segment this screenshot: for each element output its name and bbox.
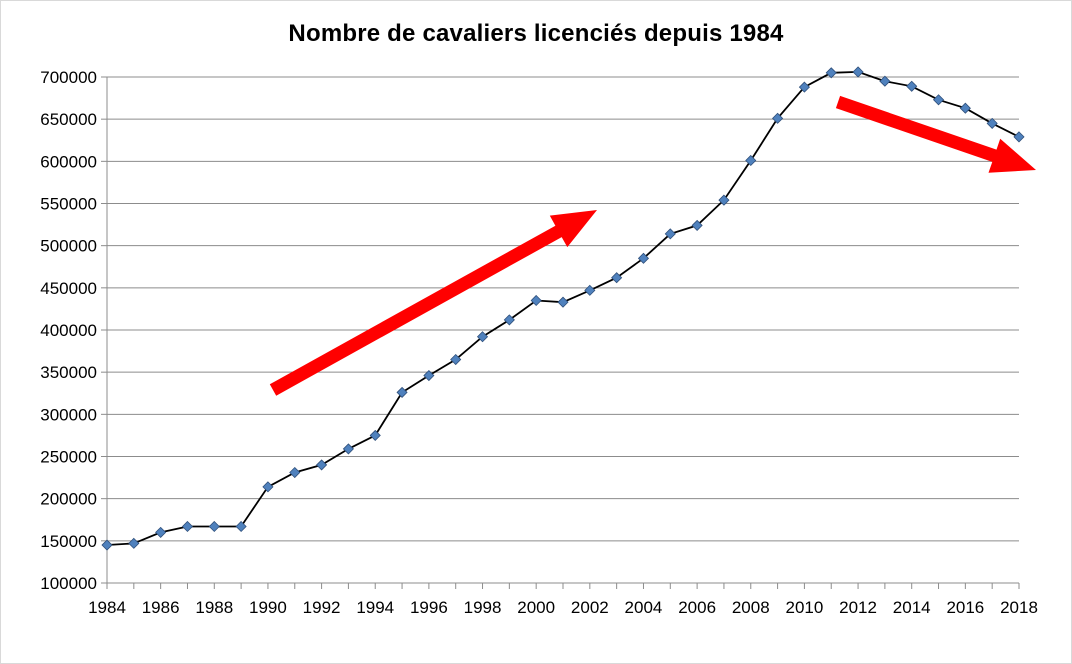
data-point	[396, 386, 408, 398]
data-point	[986, 117, 998, 129]
x-tick-label: 2000	[517, 598, 555, 617]
data-point	[906, 80, 918, 92]
data-point	[932, 94, 945, 106]
x-tick-label: 2018	[1000, 598, 1038, 617]
data-point	[503, 314, 515, 326]
y-tick-label: 150000	[40, 532, 97, 551]
y-tick-label: 600000	[40, 152, 97, 171]
axes	[101, 76, 1020, 589]
y-tick-label: 550000	[40, 195, 97, 214]
x-tick-label: 1984	[88, 598, 126, 617]
data-point	[1013, 131, 1025, 143]
data-point	[852, 66, 864, 78]
data-point	[530, 294, 542, 307]
y-tick-label: 500000	[40, 237, 97, 256]
data-point	[342, 443, 354, 455]
series-licencies	[101, 66, 1025, 551]
data-point	[155, 526, 167, 538]
data-point	[745, 154, 757, 167]
data-point	[289, 466, 301, 479]
x-tick-labels: 1984 1986 1988 1990 1992 1994 1996 1998 2000 2002…	[88, 598, 1038, 617]
arrow-up-trend	[269, 210, 597, 396]
x-tick-label: 1988	[195, 598, 233, 617]
data-point	[423, 369, 435, 382]
x-tick-label: 2008	[732, 598, 770, 617]
data-point	[825, 67, 837, 79]
gridlines	[107, 76, 1019, 542]
y-tick-label: 400000	[40, 321, 97, 340]
x-tick-label: 1996	[410, 598, 448, 617]
x-tick-label: 1986	[142, 598, 180, 617]
y-tick-label: 200000	[40, 490, 97, 509]
data-point	[959, 102, 971, 114]
x-tick-label: 2002	[571, 598, 609, 617]
data-point	[691, 219, 703, 231]
chart-title: Nombre de cavaliers licenciés depuis 198…	[288, 20, 784, 47]
data-point	[128, 537, 140, 549]
data-point	[208, 520, 220, 533]
y-tick-labels: 100000 150000 200000 250000 300000 350000 4000…	[40, 68, 97, 593]
data-point	[772, 112, 784, 124]
data-point	[637, 252, 650, 264]
data-point	[316, 459, 328, 471]
x-tick-label: 1992	[303, 598, 341, 617]
y-tick-label: 650000	[40, 110, 97, 129]
x-tick-label: 2012	[839, 598, 877, 617]
x-tick-label: 1990	[249, 598, 287, 617]
trend-arrows	[269, 95, 1036, 396]
x-tick-label: 2004	[625, 598, 663, 617]
y-tick-label: 700000	[40, 68, 97, 87]
y-tick-label: 250000	[40, 448, 97, 467]
data-point	[369, 429, 381, 441]
x-tick-label: 1994	[356, 598, 394, 617]
y-tick-label: 350000	[40, 363, 97, 382]
data-point	[664, 228, 676, 240]
data-point	[450, 353, 462, 366]
arrow-down-trend	[835, 95, 1036, 173]
series-line	[106, 70, 1020, 546]
data-point	[476, 331, 489, 343]
y-tick-label: 100000	[40, 574, 97, 593]
x-tick-label: 2016	[946, 598, 984, 617]
data-point	[879, 75, 891, 87]
data-point	[262, 481, 274, 493]
x-tick-label: 1998	[464, 598, 502, 617]
data-point	[718, 194, 730, 206]
data-point	[235, 520, 247, 533]
data-point	[181, 520, 194, 533]
y-tick-label: 300000	[40, 405, 97, 424]
data-point	[101, 539, 113, 551]
x-tick-label: 2014	[893, 598, 931, 617]
x-tick-label: 2010	[785, 598, 823, 617]
data-point	[798, 81, 810, 93]
data-point	[584, 284, 596, 296]
y-tick-label: 450000	[40, 279, 97, 298]
data-point	[611, 272, 623, 284]
data-point	[557, 296, 569, 308]
x-tick-label: 2006	[678, 598, 716, 617]
